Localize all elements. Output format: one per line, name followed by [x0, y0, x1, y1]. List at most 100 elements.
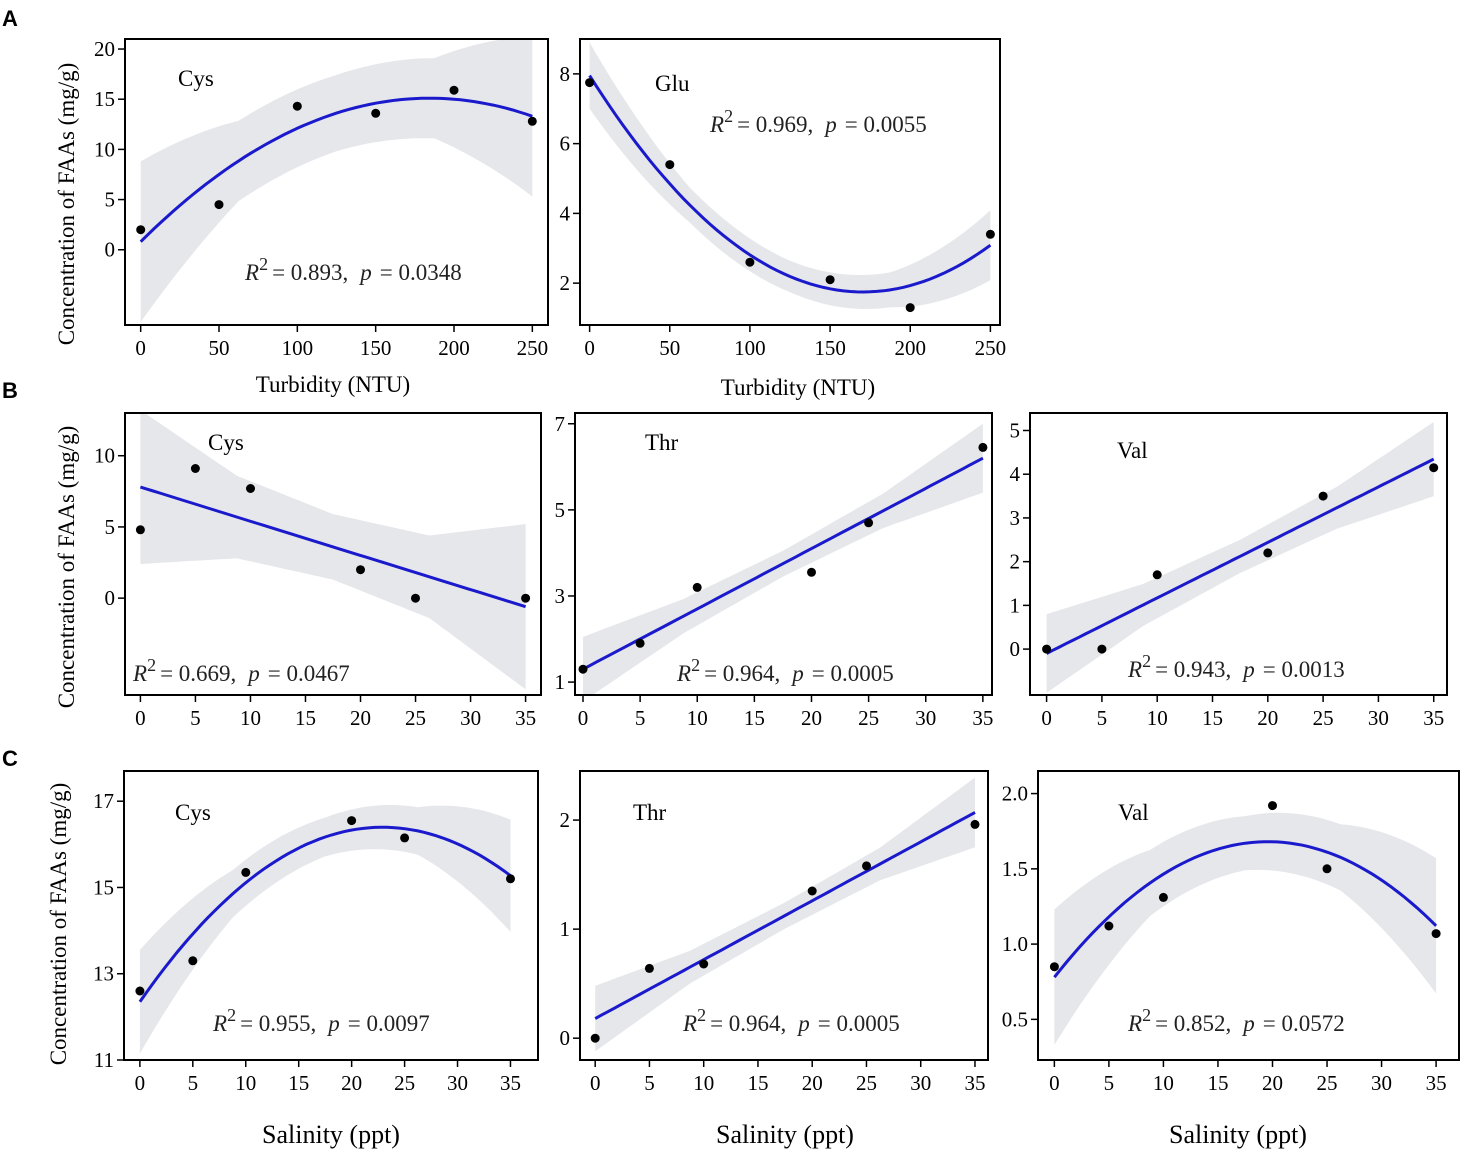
- stat-r2-label: R: [676, 661, 691, 686]
- data-point: [585, 78, 595, 88]
- x-tick-label: 100: [282, 336, 314, 360]
- data-point: [665, 160, 675, 170]
- panel-label-c: C: [2, 746, 18, 771]
- x-tick-label: 25: [405, 706, 426, 730]
- fit-line: [1053, 840, 1438, 979]
- y-tick-label: 6: [560, 132, 571, 156]
- fit-line: [588, 74, 992, 294]
- x-axis-label: Turbidity (NTU): [721, 375, 875, 400]
- data-point: [449, 85, 459, 95]
- stat-r2-label: R: [132, 661, 147, 686]
- data-point: [527, 116, 537, 126]
- data-point: [745, 257, 755, 267]
- stat-r2-exp: 2: [1142, 651, 1151, 671]
- y-tick-label: 4: [560, 201, 571, 225]
- y-tick-label: 4: [1010, 462, 1021, 486]
- data-point: [985, 229, 995, 239]
- x-tick-label: 30: [915, 706, 936, 730]
- x-tick-label: 20: [350, 706, 371, 730]
- chart-panel-c-cys: 0 5 10 15 20 25 30 35 11 13 15 17 Salinity (ppt) Cys R…: [93, 770, 539, 1149]
- fit-statistics: R2 = 0.969, p = 0.0055: [709, 106, 927, 137]
- x-tick-label: 0: [584, 336, 595, 360]
- y-tick-label: 0: [105, 586, 116, 610]
- stat-r2-exp: 2: [147, 655, 156, 675]
- x-tick-label: 10: [693, 1071, 714, 1095]
- series-name: Glu: [655, 71, 690, 96]
- data-point: [347, 816, 357, 826]
- chart-panel-c-val: 0 5 10 15 20 25 30 35 0.5 1.0 1.5 2.0 Salinity (ppt)…: [1002, 770, 1460, 1149]
- stat-p-label: p: [1241, 1011, 1255, 1036]
- fit-statistics: R2 = 0.964, p = 0.0005: [682, 1005, 900, 1036]
- x-tick-label: 0: [135, 336, 146, 360]
- data-point: [692, 582, 702, 592]
- y-tick-label: 5: [105, 188, 116, 212]
- y-tick-label: 1.0: [1002, 932, 1028, 956]
- x-tick-label: 200: [894, 336, 926, 360]
- x-tick-label: 30: [1368, 706, 1389, 730]
- x-tick-label: 10: [240, 706, 261, 730]
- y-tick-label: 2.0: [1002, 782, 1028, 806]
- plot-frame: [574, 412, 993, 696]
- plot-frame: [123, 770, 539, 1061]
- data-point: [241, 867, 251, 877]
- data-point: [1322, 864, 1332, 874]
- x-tick-label: 0: [590, 1071, 601, 1095]
- y-tick-label: 5: [105, 515, 116, 539]
- y-tick-label: 1: [1010, 593, 1021, 617]
- y-tick-label: 1.5: [1002, 857, 1028, 881]
- series-name: Cys: [178, 66, 214, 91]
- y-tick-label: 11: [94, 1048, 114, 1072]
- data-point: [411, 593, 420, 603]
- y-tick-label: 0: [105, 238, 116, 262]
- stat-r2-value: = 0.852,: [1155, 1011, 1231, 1036]
- data-point: [1318, 491, 1328, 501]
- x-tick-label: 20: [802, 1071, 823, 1095]
- data-point: [644, 963, 654, 973]
- series-name: Val: [1117, 438, 1148, 463]
- stat-r2-value: = 0.964,: [710, 1011, 786, 1036]
- x-axis-label: Salinity (ppt): [262, 1120, 400, 1149]
- stat-p-label: p: [358, 260, 372, 285]
- x-tick-label: 35: [515, 706, 536, 730]
- x-tick-label: 5: [190, 706, 201, 730]
- confidence-band: [140, 413, 526, 690]
- data-point: [807, 886, 817, 896]
- stat-p-value: = 0.0013: [1263, 657, 1345, 682]
- x-tick-label: 5: [1097, 706, 1108, 730]
- data-point: [864, 518, 874, 528]
- x-tick-label: 30: [1371, 1071, 1392, 1095]
- x-tick-label: 250: [975, 336, 1007, 360]
- x-tick-label: 25: [1317, 1071, 1338, 1095]
- data-point: [1158, 892, 1168, 902]
- stat-p-value: = 0.0467: [268, 661, 350, 686]
- data-point: [699, 959, 709, 969]
- data-point: [506, 874, 515, 884]
- fit-line: [582, 456, 984, 671]
- y-tick-label: 10: [94, 137, 115, 161]
- x-tick-label: 20: [801, 706, 822, 730]
- y-tick-label: 15: [94, 87, 115, 111]
- stat-p-value: = 0.0055: [845, 112, 927, 137]
- stat-r2-value: = 0.943,: [1155, 657, 1231, 682]
- x-tick-label: 25: [856, 1071, 877, 1095]
- stat-p-value: = 0.0005: [812, 661, 894, 686]
- plot-frame: [579, 770, 989, 1061]
- stat-r2-label: R: [1127, 1011, 1142, 1036]
- stat-r2-value: = 0.669,: [160, 661, 236, 686]
- x-tick-label: 30: [910, 1071, 931, 1095]
- y-tick-label: 7: [555, 412, 566, 436]
- y-tick-label: 13: [93, 962, 114, 986]
- x-tick-label: 35: [964, 1071, 985, 1095]
- stat-r2-label: R: [212, 1011, 227, 1036]
- series-name: Val: [1118, 800, 1149, 825]
- fit-statistics: R2 = 0.893, p = 0.0348: [244, 254, 462, 285]
- data-point: [807, 567, 816, 577]
- y-tick-label: 5: [1010, 418, 1021, 442]
- x-tick-label: 30: [460, 706, 481, 730]
- x-tick-label: 0: [578, 706, 589, 730]
- x-axis-label: Salinity (ppt): [1169, 1120, 1307, 1149]
- plot-frame: [1037, 770, 1460, 1061]
- y-tick-label: 15: [93, 875, 114, 899]
- fit-statistics: R2 = 0.943, p = 0.0013: [1127, 651, 1345, 682]
